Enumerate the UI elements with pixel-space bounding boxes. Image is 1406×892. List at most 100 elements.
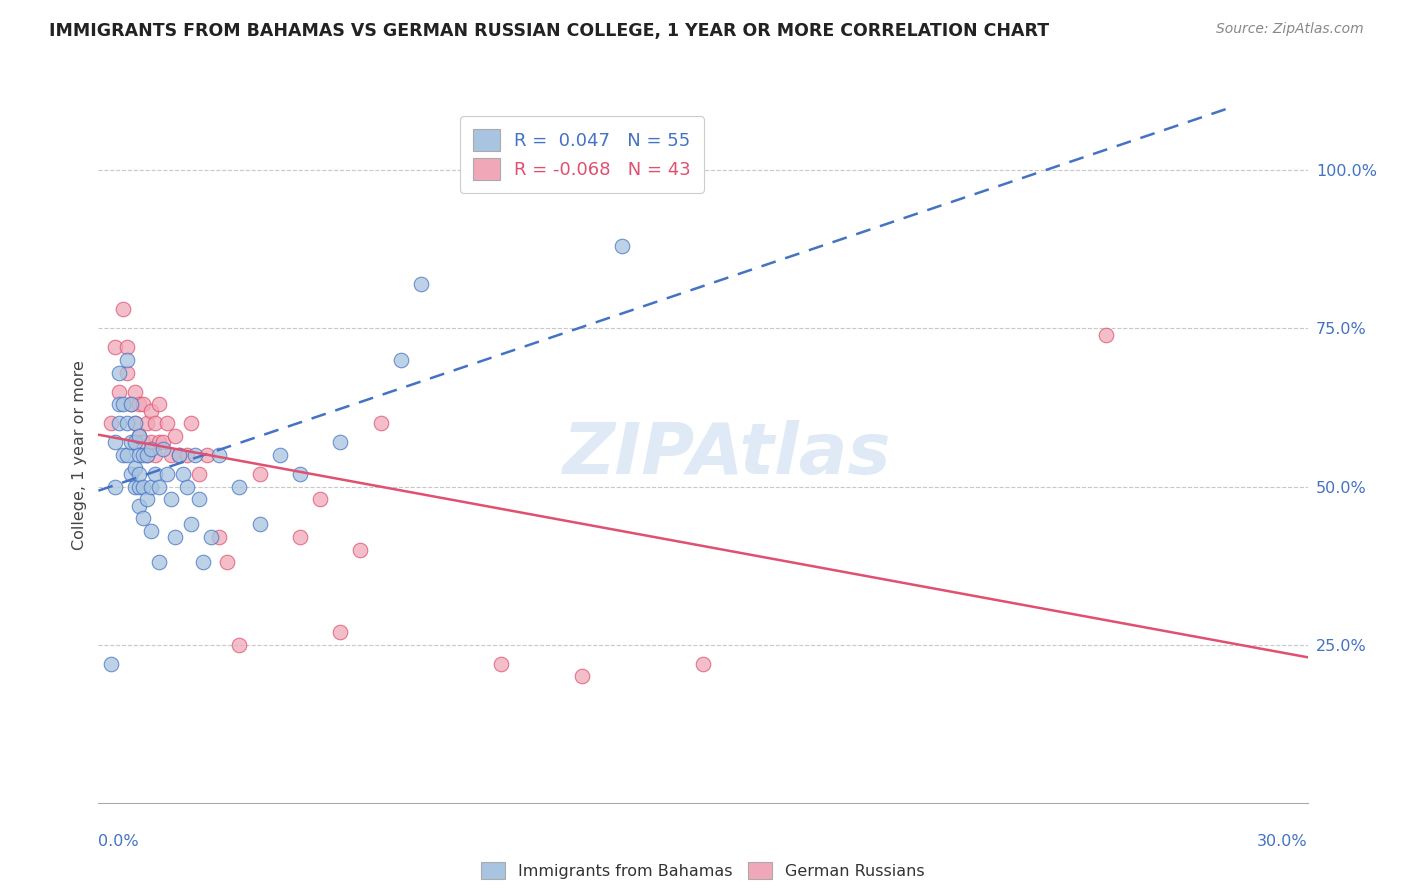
Point	[152, 442, 174, 456]
Point	[103, 435, 125, 450]
Point	[111, 397, 134, 411]
Point	[111, 448, 134, 462]
Point	[139, 403, 162, 417]
Text: IMMIGRANTS FROM BAHAMAS VS GERMAN RUSSIAN COLLEGE, 1 YEAR OR MORE CORRELATION CH: IMMIGRANTS FROM BAHAMAS VS GERMAN RUSSIA…	[49, 22, 1049, 40]
Point	[103, 479, 125, 493]
Point	[132, 511, 155, 525]
Point	[148, 435, 170, 450]
Point	[217, 556, 239, 570]
Point	[228, 638, 250, 652]
Point	[107, 417, 129, 431]
Point	[167, 448, 190, 462]
Point	[128, 479, 150, 493]
Point	[128, 397, 150, 411]
Point	[172, 467, 194, 481]
Point	[148, 397, 170, 411]
Point	[107, 397, 129, 411]
Point	[208, 530, 231, 544]
Point	[124, 417, 146, 431]
Point	[120, 467, 142, 481]
Point	[288, 467, 311, 481]
Point	[124, 384, 146, 399]
Point	[135, 492, 157, 507]
Point	[571, 669, 593, 683]
Point	[167, 448, 190, 462]
Point	[309, 492, 332, 507]
Point	[288, 530, 311, 544]
Point	[124, 417, 146, 431]
Point	[160, 448, 183, 462]
Point	[156, 467, 179, 481]
Point	[148, 556, 170, 570]
Point	[128, 467, 150, 481]
Point	[128, 448, 150, 462]
Point	[132, 435, 155, 450]
Point	[115, 353, 138, 368]
Point	[184, 448, 207, 462]
Point	[103, 340, 125, 354]
Point	[249, 517, 271, 532]
Point	[139, 479, 162, 493]
Point	[160, 492, 183, 507]
Point	[111, 302, 134, 317]
Point	[115, 448, 138, 462]
Point	[100, 657, 122, 671]
Point	[188, 467, 211, 481]
Point	[176, 448, 198, 462]
Point	[135, 448, 157, 462]
Point	[1095, 327, 1118, 342]
Point	[128, 429, 150, 443]
Point	[491, 657, 513, 671]
Legend: Immigrants from Bahamas, German Russians: Immigrants from Bahamas, German Russians	[475, 856, 931, 885]
Point	[249, 467, 271, 481]
Point	[120, 397, 142, 411]
Point	[143, 448, 166, 462]
Point	[120, 435, 142, 450]
Point	[132, 448, 155, 462]
Text: Source: ZipAtlas.com: Source: ZipAtlas.com	[1216, 22, 1364, 37]
Point	[120, 397, 142, 411]
Point	[143, 467, 166, 481]
Text: 30.0%: 30.0%	[1257, 834, 1308, 849]
Point	[349, 542, 371, 557]
Point	[139, 435, 162, 450]
Point	[135, 448, 157, 462]
Point	[228, 479, 250, 493]
Point	[612, 239, 634, 253]
Point	[200, 530, 222, 544]
Point	[329, 625, 352, 640]
Point	[188, 492, 211, 507]
Y-axis label: College, 1 year or more: College, 1 year or more	[72, 360, 87, 549]
Point	[193, 556, 215, 570]
Point	[163, 530, 186, 544]
Point	[176, 479, 198, 493]
Point	[269, 448, 291, 462]
Point	[329, 435, 352, 450]
Point	[124, 435, 146, 450]
Point	[124, 479, 146, 493]
Point	[208, 448, 231, 462]
Point	[409, 277, 432, 292]
Text: 0.0%: 0.0%	[98, 834, 139, 849]
Point	[163, 429, 186, 443]
Point	[692, 657, 714, 671]
Text: ZIPAtlas: ZIPAtlas	[562, 420, 891, 490]
Point	[148, 479, 170, 493]
Point	[115, 366, 138, 380]
Point	[195, 448, 218, 462]
Point	[370, 417, 392, 431]
Point	[124, 460, 146, 475]
Point	[107, 366, 129, 380]
Point	[132, 479, 155, 493]
Point	[115, 417, 138, 431]
Point	[180, 417, 202, 431]
Point	[180, 517, 202, 532]
Point	[143, 417, 166, 431]
Point	[135, 417, 157, 431]
Point	[107, 384, 129, 399]
Point	[389, 353, 412, 368]
Point	[115, 340, 138, 354]
Point	[139, 524, 162, 538]
Point	[152, 435, 174, 450]
Point	[100, 417, 122, 431]
